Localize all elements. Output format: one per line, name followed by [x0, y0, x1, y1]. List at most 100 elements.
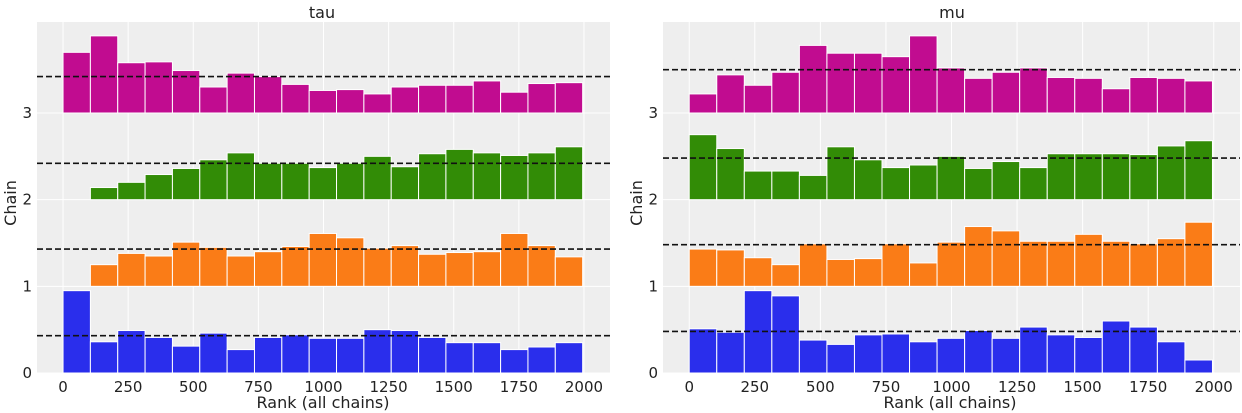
x-tick-label: 0: [58, 378, 68, 396]
histogram-bar-chain-1: [881, 243, 911, 287]
histogram-bar-chain-2: [1019, 167, 1048, 201]
histogram-bar-chain-2: [1101, 153, 1131, 201]
histogram-bar-chain-2: [554, 146, 584, 201]
histogram-bar-chain-1: [771, 264, 800, 287]
histogram-bar-chain-2: [500, 154, 529, 201]
rank-plot-panel-mu: 0 250 500 750 1000 1250 1500 1750 2000 0 1 2 3 mu Ran…: [627, 3, 1240, 412]
histogram-bar-chain-2: [964, 167, 993, 201]
histogram-bar-chain-1: [1019, 240, 1048, 287]
histogram-bar-chain-3: [1074, 77, 1103, 114]
plot-area: 0 250 500 750 1000 1250 1500 1750 2000 0 1 2 3: [648, 22, 1240, 396]
histogram-bar-chain-0: [336, 337, 365, 374]
y-axis-label: Chain: [1, 180, 20, 226]
y-tick-label: 0: [22, 364, 32, 382]
histogram-bar-chain-2: [1074, 153, 1103, 201]
histogram-bar-chain-1: [909, 262, 938, 287]
histogram-bar-chain-2: [1129, 154, 1158, 201]
histogram-bar-chain-0: [936, 337, 966, 374]
histogram-bar-chain-1: [1156, 238, 1186, 287]
histogram-bar-chain-1: [308, 232, 338, 287]
histogram-bar-chain-2: [881, 167, 911, 201]
y-tick-label: 1: [22, 277, 32, 295]
histogram-bar-chain-1: [89, 264, 119, 287]
histogram-bar-chain-1: [390, 245, 420, 287]
x-axis-label: Rank (all chains): [884, 393, 1017, 412]
histogram-bar-chain-0: [1184, 359, 1213, 374]
histogram-bar-chain-2: [936, 155, 966, 201]
histogram-bar-chain-2: [688, 134, 718, 201]
histogram-bar-chain-2: [1156, 145, 1186, 201]
histogram-bar-chain-2: [472, 152, 502, 201]
histogram-bar-chain-2: [308, 167, 338, 201]
histogram-bar-chain-0: [853, 334, 883, 374]
histogram-bar-chain-1: [144, 255, 173, 287]
histogram-bar-chain-3: [226, 72, 255, 114]
histogram-bar-chain-2: [798, 174, 828, 201]
histogram-bar-chain-2: [89, 187, 119, 201]
histogram-bar-chain-0: [1046, 334, 1076, 374]
histogram-bar-chain-1: [826, 258, 855, 287]
histogram-bar-chain-2: [117, 181, 146, 201]
histogram-bar-chain-3: [881, 56, 911, 114]
histogram-bar-chain-3: [117, 62, 146, 114]
histogram-bar-chain-3: [89, 35, 119, 114]
histogram-bar-chain-2: [1184, 140, 1213, 201]
x-tick-label: 1500: [1064, 378, 1102, 396]
histogram-bar-chain-1: [418, 253, 447, 287]
histogram-bar-chain-3: [527, 83, 556, 114]
y-tick-label: 3: [22, 104, 32, 122]
histogram-bar-chain-0: [527, 346, 556, 374]
histogram-bar-chain-1: [363, 247, 392, 287]
x-tick-label: 500: [179, 378, 208, 396]
histogram-bar-chain-1: [199, 246, 228, 287]
histogram-bar-chain-0: [89, 341, 119, 374]
histogram-bar-chain-1: [253, 251, 283, 287]
histogram-bar-chain-0: [62, 290, 91, 374]
histogram-bar-chain-0: [1019, 326, 1048, 374]
y-tick-label: 0: [648, 364, 658, 382]
histogram-bar-chain-1: [500, 232, 529, 287]
histogram-bar-chain-2: [253, 162, 283, 201]
histogram-bar-chain-0: [308, 337, 338, 374]
histogram-bar-chain-0: [881, 333, 911, 374]
histogram-bar-chain-2: [909, 164, 938, 201]
histogram-bar-chain-0: [1129, 326, 1158, 374]
histogram-bar-chain-0: [554, 342, 584, 374]
histogram-bar-chain-3: [62, 51, 91, 114]
histogram-bar-chain-1: [527, 245, 556, 287]
histogram-bar-chain-3: [144, 61, 173, 114]
y-tick-label: 3: [648, 104, 658, 122]
histogram-bar-chain-1: [1184, 221, 1213, 287]
histogram-bar-chain-2: [281, 162, 310, 201]
histogram-bar-chain-3: [500, 91, 529, 114]
x-tick-label: 2000: [1195, 378, 1233, 396]
histogram-bar-chain-0: [500, 349, 529, 374]
histogram-bar-chain-2: [171, 167, 201, 201]
histogram-bar-chain-3: [281, 83, 310, 114]
x-tick-label: 1000: [932, 378, 970, 396]
histogram-bar-chain-3: [308, 89, 338, 114]
histogram-bar-chain-0: [771, 295, 800, 374]
histogram-bar-chain-3: [771, 71, 800, 114]
histogram-bar-chain-0: [472, 342, 502, 374]
histogram-bar-chain-0: [716, 331, 745, 374]
x-tick-label: 0: [684, 378, 694, 396]
x-tick-label: 1000: [304, 378, 342, 396]
x-tick-label: 250: [114, 378, 143, 396]
histogram-bar-chain-0: [418, 336, 447, 374]
histogram-bar-chain-3: [336, 89, 365, 114]
histogram-bar-chain-0: [363, 329, 392, 374]
histogram-bar-chain-1: [1129, 243, 1158, 287]
histogram-bar-chain-1: [472, 251, 502, 287]
x-tick-label: 1250: [998, 378, 1036, 396]
histogram-bar-chain-1: [716, 249, 745, 287]
histogram-bar-chain-1: [688, 248, 718, 287]
histogram-bar-chain-2: [826, 146, 855, 201]
y-tick-label: 2: [648, 191, 658, 209]
histogram-bar-chain-3: [798, 44, 828, 114]
histogram-bar-chain-2: [527, 152, 556, 201]
histogram-bar-chain-1: [336, 237, 365, 287]
histogram-bar-chain-3: [1046, 76, 1076, 114]
histogram-bar-chain-0: [798, 339, 828, 374]
